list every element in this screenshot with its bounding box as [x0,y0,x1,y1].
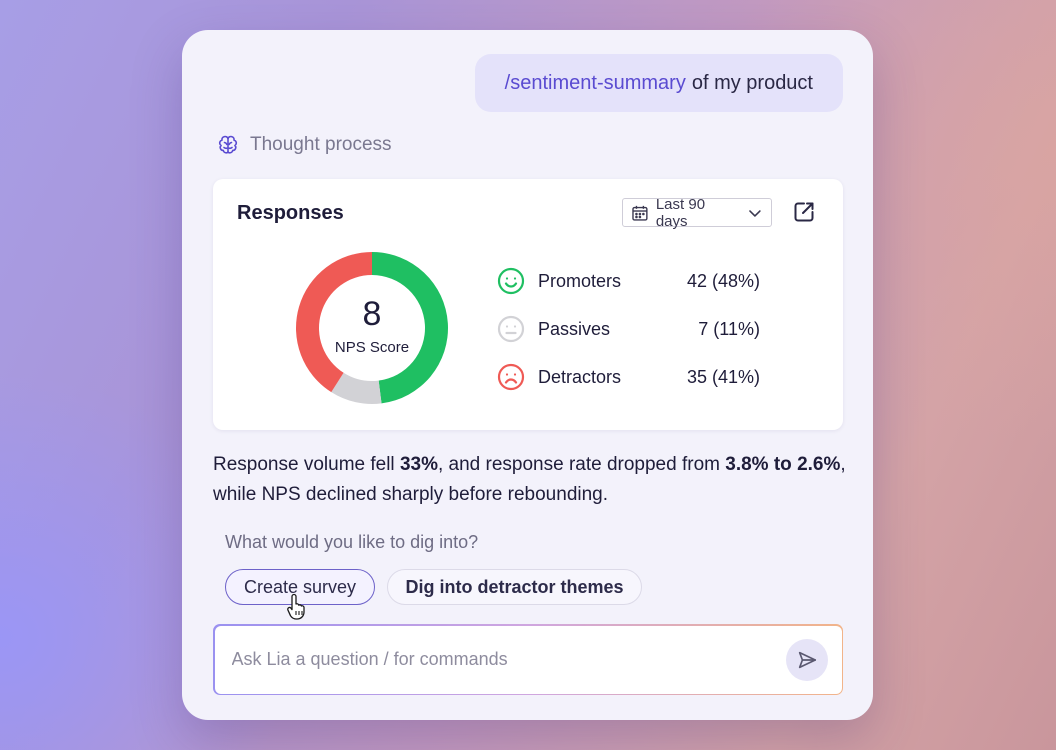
slash-command: /sentiment-summary [504,71,686,94]
donut-center: 8 NPS Score [295,251,449,405]
legend-value: 7 (11%) [698,318,760,339]
legend-row-promoters: Promoters 42 (48%) [497,266,760,296]
neutral-face-icon [497,315,525,343]
chevron-down-icon [749,209,761,217]
date-range-dropdown[interactable]: Last 90 days [622,195,772,230]
card-title: Responses [237,202,344,224]
summary-part: Response volume fell [213,454,400,475]
open-external-button[interactable] [791,199,817,225]
hand-pointer-cursor-icon [287,593,305,620]
date-range-value: Last 90 days [655,195,706,230]
external-link-icon [794,202,814,222]
summary-part: , while NPS declined sharply before rebo… [213,454,846,505]
chip-label: Create survey [243,576,357,597]
legend-label: Passives [538,318,611,339]
chat-panel: /sentiment-summary of my product Thought… [182,30,873,720]
chat-input[interactable] [229,648,786,671]
chat-input-container [213,624,843,695]
legend-label: Promoters [538,270,622,291]
summary-part: , and response rate dropped from [437,454,726,475]
user-message-text: of my product [691,71,813,94]
detractor-themes-chip[interactable]: Dig into detractor themes [387,569,642,605]
responses-card: Responses Last 90 days [213,179,843,430]
send-button[interactable] [785,638,828,681]
send-icon [798,651,816,668]
user-message-bubble: /sentiment-summary of my product [474,54,843,112]
calendar-icon [632,205,648,221]
nps-donut-chart [296,252,449,404]
frown-icon [497,363,525,391]
summary-highlight: 3.8% to 2.6% [725,454,841,475]
summary-text: Response volume fell 33%, and response r… [213,450,853,510]
followup-prompt: What would you like to dig into? [225,532,479,552]
thought-process-toggle[interactable]: Thought process [216,133,392,157]
donut-slice-passives [331,372,382,404]
chat-input-box [214,625,842,694]
legend-value: 42 (48%) [686,270,760,291]
legend-row-detractors: Detractors 35 (41%) [497,362,760,392]
legend-label: Detractors [538,366,622,387]
thought-process-label: Thought process [250,134,392,155]
legend-value: 35 (41%) [686,366,760,387]
nps-score-value: 8 [362,294,382,333]
create-survey-chip[interactable]: Create survey [225,569,375,605]
brain-icon [218,135,238,154]
legend-row-passives: Passives 7 (11%) [497,314,760,344]
nps-score-label: NPS Score [334,338,410,356]
donut-slice-promoters [372,252,449,404]
chip-label: Dig into detractor themes [405,576,624,597]
donut-slice-detractors [296,252,372,393]
smile-icon [497,267,525,295]
summary-highlight: 33% [399,454,438,475]
